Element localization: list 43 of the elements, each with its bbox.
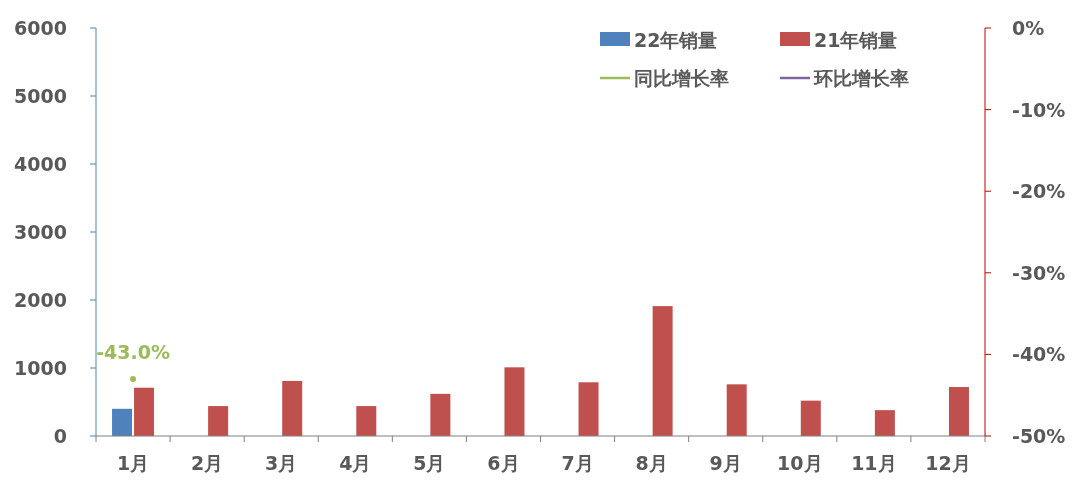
x-tick-label: 9月 [709, 452, 742, 474]
x-tick-label: 10月 [777, 452, 823, 474]
bar [430, 393, 451, 436]
y2-tick-label: 0% [1012, 17, 1045, 39]
bar [578, 382, 599, 436]
data-label: -43.0% [96, 340, 170, 363]
bar [112, 408, 133, 436]
x-tick-label: 4月 [339, 452, 372, 474]
bar [208, 406, 229, 436]
y-tick-label: 2000 [14, 289, 67, 311]
bar [800, 400, 821, 436]
x-tick-label: 12月 [925, 452, 971, 474]
y2-tick-label: -50% [1012, 425, 1066, 447]
x-tick-label: 6月 [487, 452, 520, 474]
y2-tick-label: -40% [1012, 343, 1066, 366]
x-tick-label: 11月 [851, 452, 897, 474]
x-tick-label: 3月 [265, 452, 298, 474]
y2-tick-label: -30% [1012, 261, 1066, 284]
legend-label: 22年销量 [634, 29, 718, 51]
legend-label: 21年销量 [814, 29, 898, 51]
bar [282, 380, 303, 436]
bar [356, 406, 377, 436]
x-tick-label: 1月 [116, 452, 150, 474]
bar [504, 367, 525, 436]
bar [874, 410, 895, 436]
bar [726, 384, 747, 436]
bar [652, 306, 673, 436]
bar [948, 387, 969, 436]
y-tick-label: 6000 [14, 17, 67, 39]
x-tick-label: 5月 [413, 452, 446, 474]
y2-tick-label: -20% [1012, 180, 1066, 203]
y-tick-label: 0 [53, 425, 67, 447]
x-tick-label: 2月 [191, 452, 224, 474]
x-tick-label: 7月 [561, 452, 594, 474]
y-tick-label: 5000 [14, 85, 67, 107]
bar [134, 387, 155, 436]
legend-label: 同比增长率 [634, 67, 729, 89]
x-tick-label: 8月 [635, 452, 668, 474]
y2-tick-label: -10% [1012, 98, 1066, 121]
y-tick-label: 3000 [14, 221, 67, 243]
legend-label: 环比增长率 [813, 67, 909, 89]
y-tick-label: 4000 [14, 153, 67, 175]
y-tick-label: 1000 [14, 357, 67, 379]
